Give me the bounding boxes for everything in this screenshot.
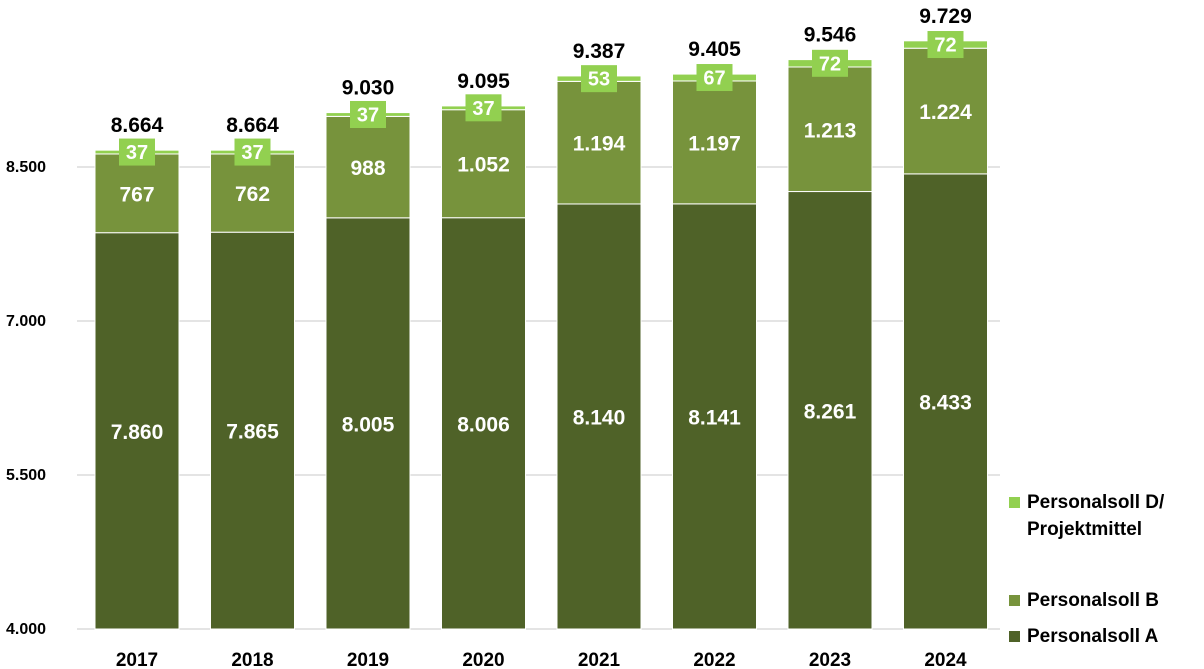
data-label-d: 37 bbox=[241, 142, 263, 164]
legend-swatch bbox=[1009, 595, 1020, 606]
data-label-d: 37 bbox=[357, 104, 379, 126]
data-label-b: 1.213 bbox=[804, 119, 857, 142]
y-axis: 4.000 5.500 7.000 8.500 bbox=[6, 159, 46, 638]
total-label: 9.729 bbox=[919, 5, 972, 28]
x-tick-label: 2021 bbox=[578, 650, 621, 669]
legend-item-personalsoll-b: Personalsoll B bbox=[1009, 590, 1159, 611]
data-label-d: 67 bbox=[703, 68, 725, 90]
bar-segment-b bbox=[556, 80, 642, 205]
data-label-d: 72 bbox=[934, 35, 956, 57]
legend-item-personalsoll-d: Personalsoll D/Projektmittel bbox=[1009, 492, 1165, 540]
bar-segment-a bbox=[94, 232, 180, 630]
data-label-d: 72 bbox=[819, 53, 841, 75]
x-tick-label: 2020 bbox=[462, 650, 504, 669]
data-label-a: 7.865 bbox=[226, 421, 279, 444]
bar-segment-a bbox=[441, 217, 526, 630]
total-label: 9.095 bbox=[457, 70, 510, 93]
data-label-d: 53 bbox=[588, 69, 610, 91]
x-tick-label: 2017 bbox=[116, 650, 158, 669]
data-label-box-d bbox=[581, 65, 617, 93]
legend-label: Personalsoll A bbox=[1027, 626, 1159, 647]
y-tick-label: 4.000 bbox=[6, 621, 46, 638]
y-tick-label: 8.500 bbox=[6, 159, 46, 176]
x-tick-label: 2018 bbox=[231, 650, 273, 669]
bar-segment-b bbox=[210, 153, 295, 233]
bar-segment-b bbox=[903, 47, 988, 175]
data-label-box-d bbox=[696, 64, 733, 92]
data-label-a: 7.860 bbox=[111, 421, 164, 444]
bar-segment-a bbox=[787, 191, 873, 630]
x-tick-label: 2023 bbox=[809, 650, 851, 669]
data-label-box-d bbox=[812, 49, 848, 77]
data-label-b: 1.052 bbox=[457, 154, 510, 177]
data-label-box-d bbox=[350, 100, 386, 128]
legend: Personalsoll D/ProjektmittelPersonalsoll… bbox=[1009, 492, 1165, 647]
x-tick-label: 2022 bbox=[693, 650, 735, 669]
data-label-a: 8.140 bbox=[573, 406, 626, 429]
legend-label: Personalsoll B bbox=[1027, 590, 1159, 611]
legend-swatch bbox=[1009, 497, 1020, 508]
data-label-box-d bbox=[119, 138, 155, 166]
bar-segment-b bbox=[441, 109, 526, 219]
total-label: 9.405 bbox=[688, 38, 741, 61]
data-label-a: 8.141 bbox=[688, 406, 741, 429]
legend-label: Projektmittel bbox=[1027, 519, 1142, 540]
y-tick-label: 5.500 bbox=[6, 467, 46, 484]
total-label: 9.387 bbox=[573, 40, 626, 63]
legend-item-personalsoll-a: Personalsoll A bbox=[1009, 626, 1159, 647]
x-axis: 2017 2018 2019 2020 2021 2022 2023 2024 bbox=[116, 650, 967, 669]
legend-swatch bbox=[1009, 631, 1020, 642]
bar-segment-a bbox=[325, 217, 411, 630]
x-tick-label: 2019 bbox=[347, 650, 389, 669]
bar-segment-b bbox=[672, 80, 757, 205]
legend-label: Personalsoll D/ bbox=[1027, 492, 1165, 513]
data-label-a: 8.005 bbox=[342, 413, 395, 436]
data-label-a: 8.433 bbox=[919, 391, 972, 414]
total-label: 9.546 bbox=[804, 24, 857, 47]
data-label-d: 37 bbox=[472, 98, 494, 120]
bar-segment-a bbox=[556, 203, 642, 630]
data-label-b: 1.224 bbox=[919, 101, 972, 124]
data-label-b: 1.197 bbox=[688, 132, 741, 155]
data-label-box-d bbox=[465, 94, 502, 122]
data-label-b: 988 bbox=[350, 157, 385, 180]
y-tick-label: 7.000 bbox=[6, 313, 46, 330]
bar-segment-b bbox=[94, 153, 180, 234]
total-label: 8.664 bbox=[226, 114, 279, 137]
bar-segment-b bbox=[787, 66, 873, 193]
data-label-b: 1.194 bbox=[573, 133, 626, 156]
data-label-d: 37 bbox=[126, 142, 148, 164]
data-label-a: 8.261 bbox=[804, 400, 857, 423]
total-label: 8.664 bbox=[111, 114, 164, 137]
bar-segment-a bbox=[210, 231, 295, 630]
data-label-a: 8.006 bbox=[457, 413, 510, 436]
data-label-b: 767 bbox=[119, 183, 154, 206]
total-label: 9.030 bbox=[342, 77, 395, 100]
bar-segment-a bbox=[903, 173, 988, 630]
data-label-b: 762 bbox=[235, 183, 270, 206]
data-label-box-d bbox=[234, 138, 271, 166]
bars: 7.860 767 37 8.664 7.865 762 37 8.664 8.005 988 37… bbox=[94, 5, 988, 630]
x-tick-label: 2024 bbox=[924, 650, 967, 669]
data-label-box-d bbox=[927, 31, 964, 59]
